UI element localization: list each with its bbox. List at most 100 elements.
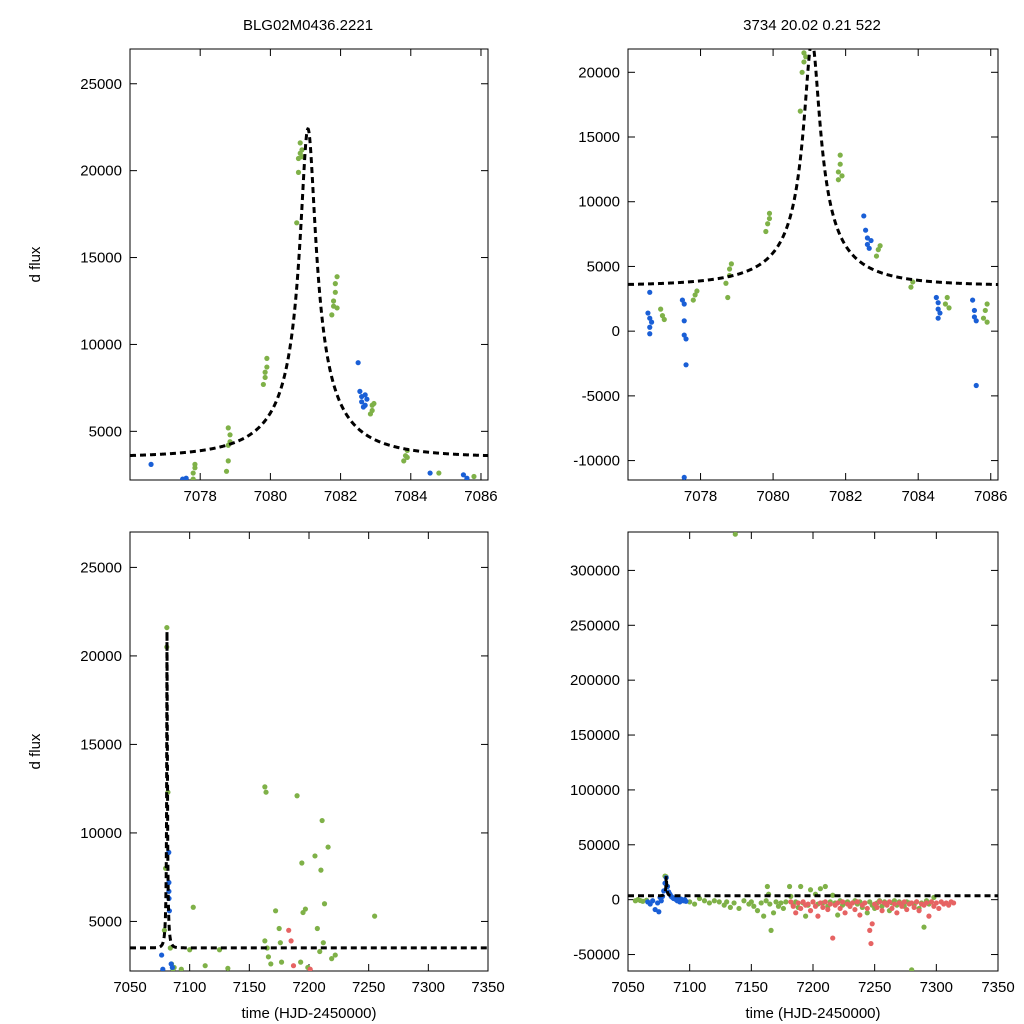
data-point-green	[202, 963, 208, 969]
data-point-green	[268, 961, 274, 967]
data-point-blue	[169, 964, 175, 971]
x-tick-label: 7300	[920, 979, 953, 996]
data-point-blue	[148, 461, 154, 467]
y-tick-label: 300000	[570, 562, 620, 579]
data-point-red	[288, 938, 294, 944]
data-point-green	[731, 900, 737, 906]
y-tick-label: 10000	[80, 825, 122, 842]
data-point-green	[873, 253, 880, 259]
data-point-green	[839, 173, 845, 179]
data-point-green	[325, 844, 331, 850]
data-point-green	[320, 940, 326, 946]
y-tick-label: -10000	[573, 453, 620, 470]
data-point-red	[869, 921, 875, 927]
panel-top-left: 7078 7080 7082 7084 7086 5000 10000 15000 20000 2…	[27, 48, 498, 505]
panel-bottom-left: 7050 7100 7150 7200 7250 7300 7350 5000 10000 150…	[27, 531, 505, 1022]
data-point-red	[899, 903, 905, 909]
data-point-green	[751, 903, 757, 909]
data-point-blue	[650, 898, 656, 904]
data-point-blue	[970, 297, 976, 303]
data-point-blue	[863, 227, 869, 233]
data-point-red	[904, 906, 910, 913]
data-point-blue	[364, 396, 370, 402]
data-point-green	[190, 904, 196, 910]
data-point-green	[294, 793, 300, 799]
data-point-green	[830, 892, 836, 898]
x-tick-label: 7150	[735, 979, 768, 996]
data-point-green	[692, 901, 698, 907]
plot-frame	[129, 531, 489, 972]
data-point-green	[225, 458, 231, 464]
data-point-green	[262, 369, 268, 375]
data-point-green	[294, 220, 300, 226]
data-point-green	[984, 319, 990, 325]
x-tick-label: 7078	[184, 488, 217, 505]
x-tick-label: 7250	[858, 979, 891, 996]
data-point-red	[914, 899, 920, 905]
data-point-green	[401, 458, 407, 464]
data-point-green	[817, 886, 824, 892]
data-point-green	[167, 945, 173, 951]
data-point-red	[894, 910, 900, 916]
data-point-green	[946, 305, 952, 311]
data-point-red	[891, 901, 898, 907]
data-point-blue	[973, 382, 979, 389]
x-tick-label: 7080	[756, 488, 789, 505]
data-point-red	[923, 900, 930, 906]
plot-area	[130, 624, 488, 971]
x-tick-label: 7100	[173, 979, 206, 996]
data-point-red	[795, 900, 801, 906]
data-point-green	[178, 966, 184, 971]
y-tick-label: 5000	[89, 913, 122, 930]
data-point-red	[810, 899, 816, 905]
data-point-green	[835, 169, 841, 175]
y-tick-label: 0	[612, 892, 620, 909]
data-point-green	[318, 867, 324, 873]
data-point-green	[767, 901, 773, 907]
data-point-blue	[868, 237, 874, 244]
data-point-green	[262, 938, 268, 944]
data-point-green	[272, 908, 279, 914]
data-point-green	[727, 904, 733, 910]
data-point-green	[277, 940, 283, 946]
data-point-blue	[166, 879, 172, 886]
data-point-green	[372, 913, 378, 919]
data-point-blue	[464, 475, 470, 480]
data-point-green	[260, 381, 266, 388]
data-point-green	[766, 215, 773, 222]
data-point-blue	[647, 331, 653, 337]
data-point-red	[307, 966, 313, 971]
data-point-green	[659, 313, 666, 319]
data-point-red	[889, 905, 895, 912]
data-point-red	[788, 899, 794, 905]
data-point-green	[321, 901, 328, 907]
data-point-blue	[159, 952, 165, 958]
x-tick-label: 7250	[352, 979, 385, 996]
data-point-red	[933, 900, 939, 906]
data-point-green	[299, 147, 305, 153]
y-tick-label: 25000	[80, 559, 122, 576]
data-point-red	[928, 899, 935, 905]
data-point-red	[807, 908, 814, 914]
data-point-green	[773, 899, 779, 905]
data-point-red	[862, 900, 868, 906]
x-tick-label: 7084	[394, 488, 427, 505]
data-point-red	[868, 940, 874, 947]
y-tick-label: 5000	[587, 258, 620, 275]
data-point-green	[295, 169, 302, 175]
x-tick-label: 7050	[113, 979, 146, 996]
data-point-blue	[160, 966, 166, 971]
data-point-green	[741, 898, 747, 904]
model-curve	[628, 49, 998, 286]
data-point-green	[908, 284, 914, 290]
data-point-green	[164, 624, 170, 631]
data-point-blue	[681, 332, 687, 338]
data-point-green	[298, 959, 304, 965]
data-point-red	[835, 900, 841, 906]
x-tick-label: 7086	[464, 488, 497, 505]
x-tick-label: 7080	[254, 488, 287, 505]
data-point-blue	[971, 314, 978, 320]
data-point-green	[801, 50, 807, 56]
data-point-green	[783, 899, 789, 905]
data-point-red	[286, 927, 292, 933]
